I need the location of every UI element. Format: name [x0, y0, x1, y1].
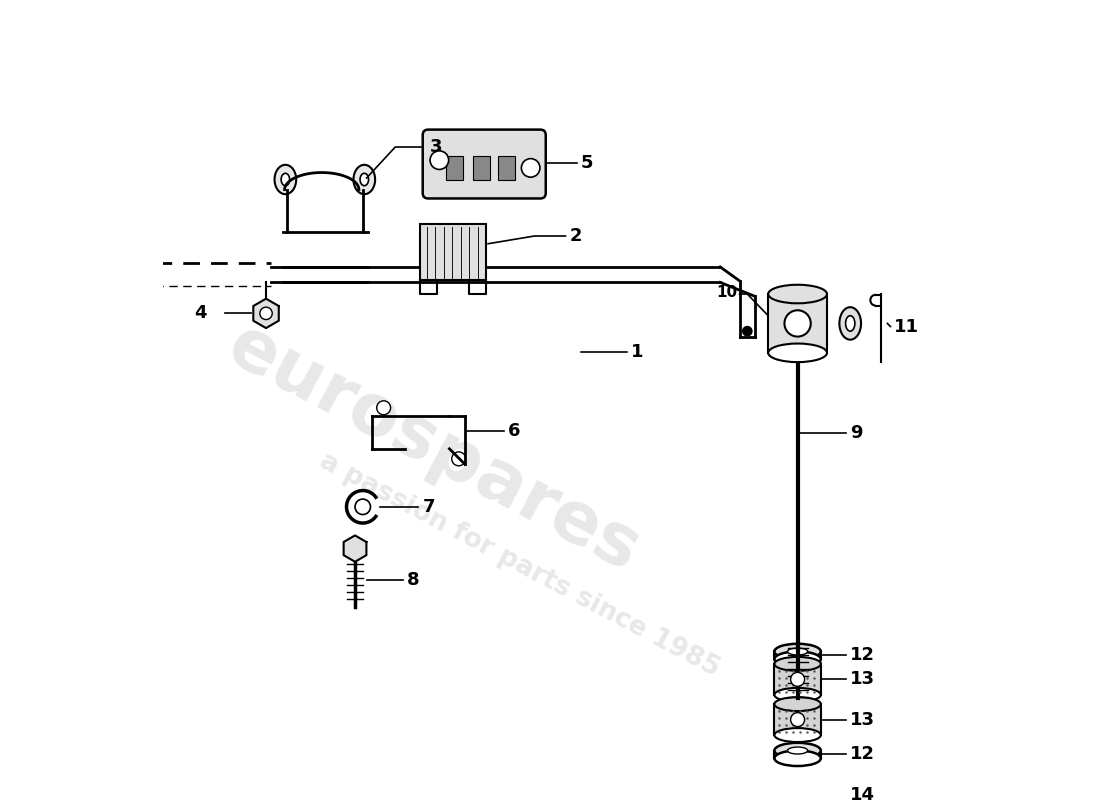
Text: 13: 13 [850, 670, 876, 688]
Text: 9: 9 [850, 424, 862, 442]
Ellipse shape [788, 747, 807, 754]
Circle shape [784, 310, 811, 337]
Ellipse shape [774, 728, 821, 742]
Circle shape [521, 158, 540, 177]
Text: a passion for parts since 1985: a passion for parts since 1985 [315, 448, 724, 682]
Circle shape [791, 672, 804, 686]
Ellipse shape [768, 285, 827, 303]
Circle shape [376, 401, 390, 414]
Bar [774, 704, 821, 735]
Text: 13: 13 [850, 710, 876, 729]
Ellipse shape [774, 657, 821, 671]
Ellipse shape [846, 316, 855, 331]
Bar [420, 224, 486, 280]
Text: 12: 12 [850, 746, 876, 763]
Text: 1: 1 [631, 343, 644, 361]
Ellipse shape [774, 743, 821, 758]
Circle shape [742, 326, 752, 336]
Polygon shape [253, 298, 278, 328]
Text: 3: 3 [430, 138, 442, 156]
Text: 6: 6 [507, 422, 520, 440]
Text: 7: 7 [422, 498, 435, 516]
Ellipse shape [774, 651, 821, 667]
FancyBboxPatch shape [422, 130, 546, 198]
Text: 8: 8 [407, 571, 419, 590]
Text: 14: 14 [850, 786, 876, 800]
Circle shape [430, 151, 449, 170]
Text: 11: 11 [894, 318, 920, 335]
Ellipse shape [788, 648, 807, 655]
Text: 12: 12 [850, 646, 876, 664]
Text: eurospares: eurospares [216, 311, 652, 586]
Ellipse shape [774, 644, 821, 659]
Ellipse shape [360, 174, 368, 186]
Ellipse shape [774, 688, 821, 702]
Text: 4: 4 [194, 304, 207, 322]
Bar [498, 156, 515, 179]
Text: 5: 5 [581, 154, 594, 172]
Bar [774, 664, 821, 695]
Circle shape [791, 713, 804, 726]
Ellipse shape [768, 343, 827, 362]
Circle shape [260, 307, 272, 319]
Ellipse shape [774, 750, 821, 766]
Circle shape [452, 452, 465, 466]
Ellipse shape [353, 165, 375, 194]
Polygon shape [780, 775, 815, 800]
Ellipse shape [839, 307, 861, 340]
Ellipse shape [275, 165, 296, 194]
Ellipse shape [282, 174, 289, 186]
Circle shape [789, 787, 806, 800]
Bar [768, 294, 827, 353]
Ellipse shape [774, 697, 821, 711]
Bar [446, 156, 463, 179]
Bar [473, 156, 490, 179]
Text: 2: 2 [570, 227, 582, 245]
Polygon shape [343, 535, 366, 562]
Text: 10: 10 [716, 285, 737, 300]
